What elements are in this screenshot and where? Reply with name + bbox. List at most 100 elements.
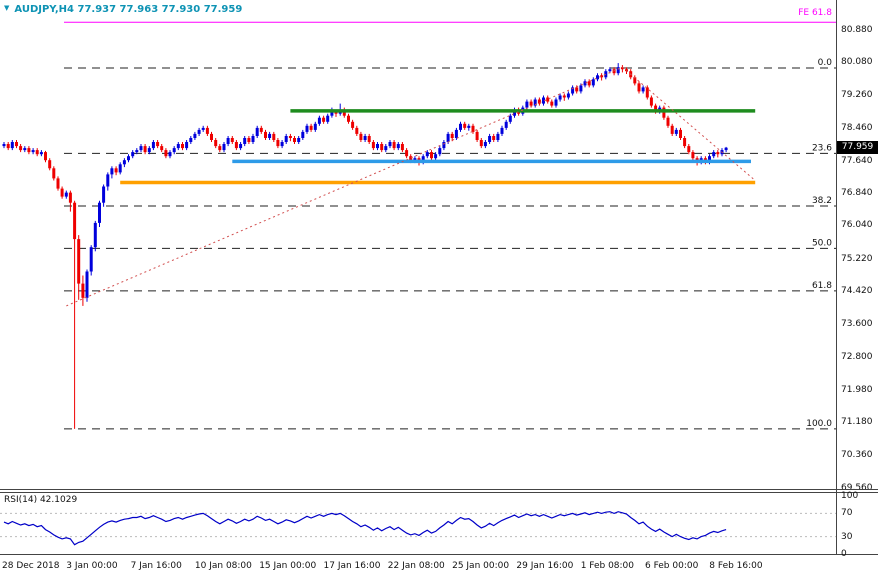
candle xyxy=(724,146,728,153)
candle-body xyxy=(351,121,355,128)
price-chart-canvas[interactable]: 0.0 23.6 38.2 50.0 61.8 100.0 xyxy=(0,0,836,490)
candle-body xyxy=(716,152,720,155)
candle-body xyxy=(616,67,620,74)
candle xyxy=(683,136,687,149)
candle-body xyxy=(293,138,296,142)
candle xyxy=(189,136,193,144)
time-axis[interactable]: 28 Dec 2018 3 Jan 00:00 7 Jan 16:00 10 Jan … xyxy=(0,557,878,579)
candle-body xyxy=(542,97,545,104)
candle-body xyxy=(562,95,566,98)
candle-body xyxy=(234,142,238,149)
candle-body xyxy=(405,150,409,157)
candle-body xyxy=(98,202,101,223)
candle-body xyxy=(151,142,155,149)
candle xyxy=(172,146,176,155)
fib-expansion-label: FE 61.8 xyxy=(798,8,832,18)
panel-separator[interactable] xyxy=(0,489,878,490)
time-axis-label: 22 Jan 08:00 xyxy=(387,561,445,571)
candle-body xyxy=(301,131,305,138)
candle-body xyxy=(127,156,130,161)
candle xyxy=(326,113,330,124)
candle xyxy=(222,142,226,153)
candle xyxy=(77,235,81,300)
candle-body xyxy=(434,154,438,159)
candle xyxy=(438,146,442,157)
candle-body xyxy=(537,99,541,104)
symbol-ohlc-label: ▼ AUDJPY,H4 77.937 77.963 77.930 77.959 xyxy=(4,4,242,15)
candle-body xyxy=(554,99,558,106)
candle xyxy=(496,131,500,142)
candle xyxy=(691,150,695,161)
candle xyxy=(6,142,10,151)
candle xyxy=(504,119,508,130)
candle-body xyxy=(64,192,68,197)
candle-body xyxy=(392,142,396,149)
candle-body xyxy=(724,147,728,151)
candle-body xyxy=(525,101,529,108)
candle-body xyxy=(280,142,284,147)
price-tick-label: 73.600 xyxy=(841,319,873,330)
time-axis-label: 10 Jan 08:00 xyxy=(194,561,252,571)
candle xyxy=(239,142,243,151)
candle xyxy=(351,119,355,130)
candle-body xyxy=(654,105,658,112)
candle xyxy=(546,95,550,104)
candle-body xyxy=(380,144,384,151)
candle-body xyxy=(322,117,326,122)
rsi-line xyxy=(3,511,727,546)
candle-body xyxy=(691,152,695,159)
candle-body xyxy=(56,178,60,189)
candle xyxy=(662,105,666,120)
candle xyxy=(571,85,575,96)
candle xyxy=(670,123,674,136)
rsi-canvas[interactable] xyxy=(0,493,836,554)
candle-body xyxy=(687,146,691,153)
candle-body xyxy=(6,144,10,149)
candle-body xyxy=(446,133,450,142)
candle xyxy=(68,190,72,212)
candle-body xyxy=(529,101,533,106)
candle-body xyxy=(604,71,608,78)
candle xyxy=(716,150,720,158)
candle xyxy=(562,93,566,101)
current-price-badge: 77.959 xyxy=(837,140,878,154)
price-tick-label: 80.880 xyxy=(841,24,873,35)
price-axis[interactable]: 80.880 80.080 79.260 78.460 77.640 76.840 76.0… xyxy=(838,0,878,493)
candle-body xyxy=(205,127,209,134)
candle xyxy=(293,136,296,144)
candle xyxy=(355,125,359,136)
candle xyxy=(218,144,222,153)
panel-separator[interactable] xyxy=(0,554,878,555)
candle xyxy=(288,133,292,142)
candle xyxy=(687,144,691,155)
candle-body xyxy=(110,168,114,175)
candle-body xyxy=(2,144,6,147)
candle-body xyxy=(463,123,467,128)
candle xyxy=(197,127,201,136)
candle xyxy=(712,150,716,159)
rsi-axis[interactable]: 100 70 30 0 xyxy=(841,0,878,584)
price-tick-label: 70.360 xyxy=(841,450,873,461)
candle-body xyxy=(114,168,118,173)
price-tick-label: 71.980 xyxy=(841,384,873,395)
candle-body xyxy=(467,125,471,128)
candle-body xyxy=(679,129,682,138)
candle xyxy=(301,129,305,140)
candle xyxy=(380,142,384,153)
candle xyxy=(388,140,392,149)
candle xyxy=(596,73,599,82)
candle-body xyxy=(334,111,338,114)
candle-body xyxy=(683,138,687,147)
candle-body xyxy=(44,152,47,161)
candle xyxy=(558,93,562,102)
candle xyxy=(317,115,321,126)
panel-separator[interactable] xyxy=(0,492,878,493)
candle xyxy=(309,123,313,132)
candle xyxy=(475,129,479,142)
candle-body xyxy=(48,160,52,169)
candle-body xyxy=(201,127,205,130)
candle-body xyxy=(176,144,180,149)
candle-body xyxy=(566,93,570,98)
candle-body xyxy=(712,152,716,157)
candle-body xyxy=(558,95,562,100)
